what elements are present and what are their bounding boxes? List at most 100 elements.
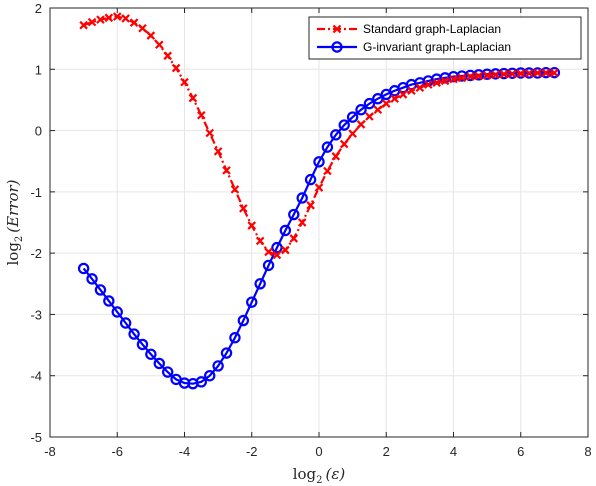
data-point-x-marker [407,86,416,96]
y-tick-label: -2 [30,246,42,261]
marker-stroke [171,63,181,73]
data-point-x-marker [440,76,450,86]
marker-stroke [390,94,399,103]
y-tick-label: -5 [30,430,42,445]
marker-stroke [356,120,366,129]
marker-stroke [533,68,542,78]
marker-stroke [491,70,500,80]
marker-stroke [365,112,374,121]
data-point-x-marker [121,14,130,23]
data-point-x-marker [289,234,299,243]
x-tick-label: 2 [383,444,390,459]
data-point-circle-marker [363,97,376,110]
x-tick-label: 0 [315,444,322,459]
data-point-x-marker [508,69,517,79]
x-tick-label: 6 [517,444,524,459]
data-point-circle-marker [111,306,123,318]
marker-stroke [331,152,341,161]
marker-stroke [466,72,475,81]
series-standard-graph-laplacian [79,12,559,260]
marker-stroke [516,69,526,78]
marker-stroke [239,204,248,213]
data-point-circle-marker [94,284,107,296]
data-point-x-marker [466,72,475,81]
data-point-x-marker [499,69,509,79]
y-tick-label: -4 [30,369,42,384]
marker-stroke [272,250,282,260]
data-point-x-marker [424,80,433,89]
data-point-circle-marker [128,328,140,340]
data-point-x-marker [323,166,332,176]
data-point-x-marker [112,12,122,21]
data-point-x-marker [87,17,97,27]
marker-stroke [432,78,441,88]
data-point-circle-marker [86,273,98,285]
marker-stroke [222,166,231,175]
data-point-x-marker [331,152,341,161]
marker-stroke [373,105,383,115]
data-point-circle-marker [372,93,384,105]
data-point-x-marker [104,13,114,23]
marker-stroke [121,14,130,23]
data-point-circle-marker [338,119,350,131]
data-point-circle-marker [195,376,208,388]
marker-stroke [541,68,551,78]
marker-stroke [339,139,349,149]
marker-stroke [104,13,114,23]
marker-stroke [323,166,332,176]
data-point-circle-marker [77,262,90,275]
data-point-circle-marker [355,104,367,116]
legend-box [308,16,582,60]
marker-stroke [524,68,534,78]
data-point-circle-marker [330,129,342,141]
marker-stroke [197,110,206,120]
marker-stroke [424,80,433,89]
data-point-circle-marker [288,208,300,221]
marker-stroke [297,218,307,227]
data-point-x-marker [457,73,467,83]
data-point-x-marker [79,20,88,30]
marker-stroke [348,129,357,138]
data-point-x-marker [138,23,147,33]
data-point-circle-marker [296,192,308,204]
marker-stroke [440,76,450,86]
data-point-x-marker [390,94,399,103]
marker-stroke [87,17,97,27]
data-point-x-marker [314,183,324,192]
marker-stroke [213,147,223,156]
data-point-x-marker [155,40,164,50]
ticks: -8 -6 -4 -2 0 2 4 6 8 -5 -4 -3 -2 -1 0 1 2 [30,1,591,459]
marker-stroke [163,51,172,61]
marker-stroke [474,71,483,81]
data-point-x-marker [365,112,374,121]
series-layer [77,12,561,390]
data-point-x-marker [533,68,542,78]
data-point-circle-marker [204,370,216,382]
data-point-circle-marker [136,338,149,351]
data-point-circle-marker [161,366,174,378]
x-axis-label: log2 (ε) [293,465,346,486]
data-point-circle-marker [212,360,224,372]
data-point-x-marker [297,218,307,227]
data-point-x-marker [281,245,290,255]
data-point-x-marker [524,68,534,78]
data-point-x-marker [264,247,273,257]
marker-stroke [188,93,198,103]
data-point-x-marker [205,128,214,138]
legend-entry-label: Standard graph-Laplacian [363,22,501,36]
data-point-x-marker [188,93,198,103]
data-point-x-marker [398,90,408,99]
data-point-circle-marker [145,348,157,360]
data-point-x-marker [197,110,206,120]
data-point-x-marker [432,78,441,88]
data-point-x-marker [213,147,223,156]
marker-stroke [508,69,517,79]
data-point-circle-marker [103,295,115,307]
data-point-x-marker [163,51,172,61]
y-tick-label: -1 [30,185,42,200]
y-tick-label: 2 [35,1,42,16]
data-point-x-marker [516,69,526,78]
marker-stroke [457,73,467,83]
